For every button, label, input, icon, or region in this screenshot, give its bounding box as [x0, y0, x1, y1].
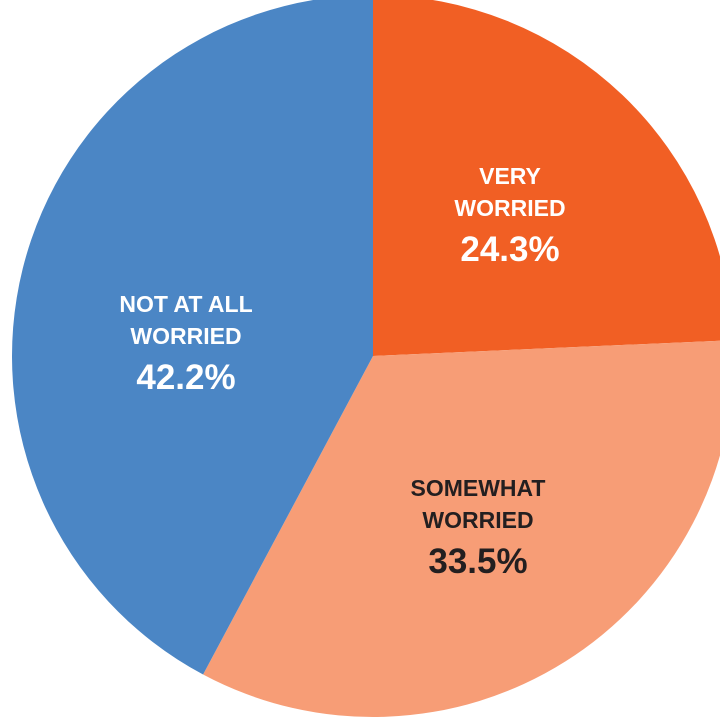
- pie-slices: [12, 0, 720, 717]
- slice-label-very-worried: VERY WORRIED 24.3%: [454, 163, 565, 269]
- slice-category-label: VERY: [479, 163, 541, 189]
- pie-slice-not-at-all-worried: [12, 0, 373, 675]
- slice-value-label: 24.3%: [460, 230, 559, 269]
- pie-labels: VERY WORRIED 24.3% SOMEWHAT WORRIED 33.5% NOT …: [119, 163, 565, 581]
- slice-label-not-at-all-worried: NOT AT ALL WORRIED 42.2%: [119, 291, 252, 397]
- slice-category-label: WORRIED: [422, 507, 533, 533]
- pie-slice-very-worried: [373, 0, 720, 356]
- slice-value-label: 42.2%: [136, 358, 235, 397]
- pie-slice-somewhat-worried: [203, 340, 720, 717]
- slice-category-label: WORRIED: [454, 195, 565, 221]
- slice-category-label: SOMEWHAT: [410, 475, 545, 501]
- slice-value-label: 33.5%: [428, 542, 527, 581]
- slice-category-label: NOT AT ALL: [119, 291, 252, 317]
- slice-label-somewhat-worried: SOMEWHAT WORRIED 33.5%: [410, 475, 545, 581]
- slice-category-label: WORRIED: [130, 323, 241, 349]
